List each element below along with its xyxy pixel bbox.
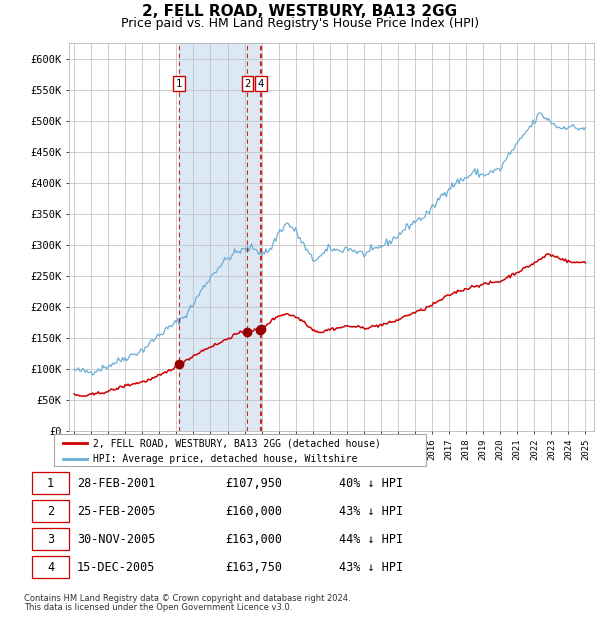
- Text: Price paid vs. HM Land Registry's House Price Index (HPI): Price paid vs. HM Land Registry's House …: [121, 17, 479, 30]
- FancyBboxPatch shape: [32, 556, 68, 578]
- Text: £163,000: £163,000: [225, 533, 282, 546]
- FancyBboxPatch shape: [32, 528, 68, 550]
- Text: 2: 2: [47, 505, 54, 518]
- Text: 30-NOV-2005: 30-NOV-2005: [77, 533, 155, 546]
- FancyBboxPatch shape: [32, 500, 68, 522]
- Text: 1: 1: [47, 477, 54, 490]
- Text: 4: 4: [47, 560, 54, 574]
- Text: 40% ↓ HPI: 40% ↓ HPI: [339, 477, 403, 490]
- Text: Contains HM Land Registry data © Crown copyright and database right 2024.: Contains HM Land Registry data © Crown c…: [24, 594, 350, 603]
- FancyBboxPatch shape: [54, 434, 426, 466]
- Text: This data is licensed under the Open Government Licence v3.0.: This data is licensed under the Open Gov…: [24, 603, 292, 613]
- Text: HPI: Average price, detached house, Wiltshire: HPI: Average price, detached house, Wilt…: [93, 454, 358, 464]
- Text: 15-DEC-2005: 15-DEC-2005: [77, 560, 155, 574]
- Text: 2, FELL ROAD, WESTBURY, BA13 2GG (detached house): 2, FELL ROAD, WESTBURY, BA13 2GG (detach…: [93, 438, 381, 448]
- Text: 4: 4: [258, 79, 264, 89]
- Text: 2: 2: [244, 79, 250, 89]
- Text: £160,000: £160,000: [225, 505, 282, 518]
- Text: 44% ↓ HPI: 44% ↓ HPI: [339, 533, 403, 546]
- Text: £163,750: £163,750: [225, 560, 282, 574]
- Text: 43% ↓ HPI: 43% ↓ HPI: [339, 560, 403, 574]
- Bar: [179, 43, 261, 431]
- FancyBboxPatch shape: [32, 472, 68, 494]
- Text: 1: 1: [176, 79, 182, 89]
- Text: 2, FELL ROAD, WESTBURY, BA13 2GG: 2, FELL ROAD, WESTBURY, BA13 2GG: [142, 4, 458, 19]
- Text: 43% ↓ HPI: 43% ↓ HPI: [339, 505, 403, 518]
- Text: 28-FEB-2001: 28-FEB-2001: [77, 477, 155, 490]
- Text: 25-FEB-2005: 25-FEB-2005: [77, 505, 155, 518]
- Text: 3: 3: [47, 533, 54, 546]
- Text: £107,950: £107,950: [225, 477, 282, 490]
